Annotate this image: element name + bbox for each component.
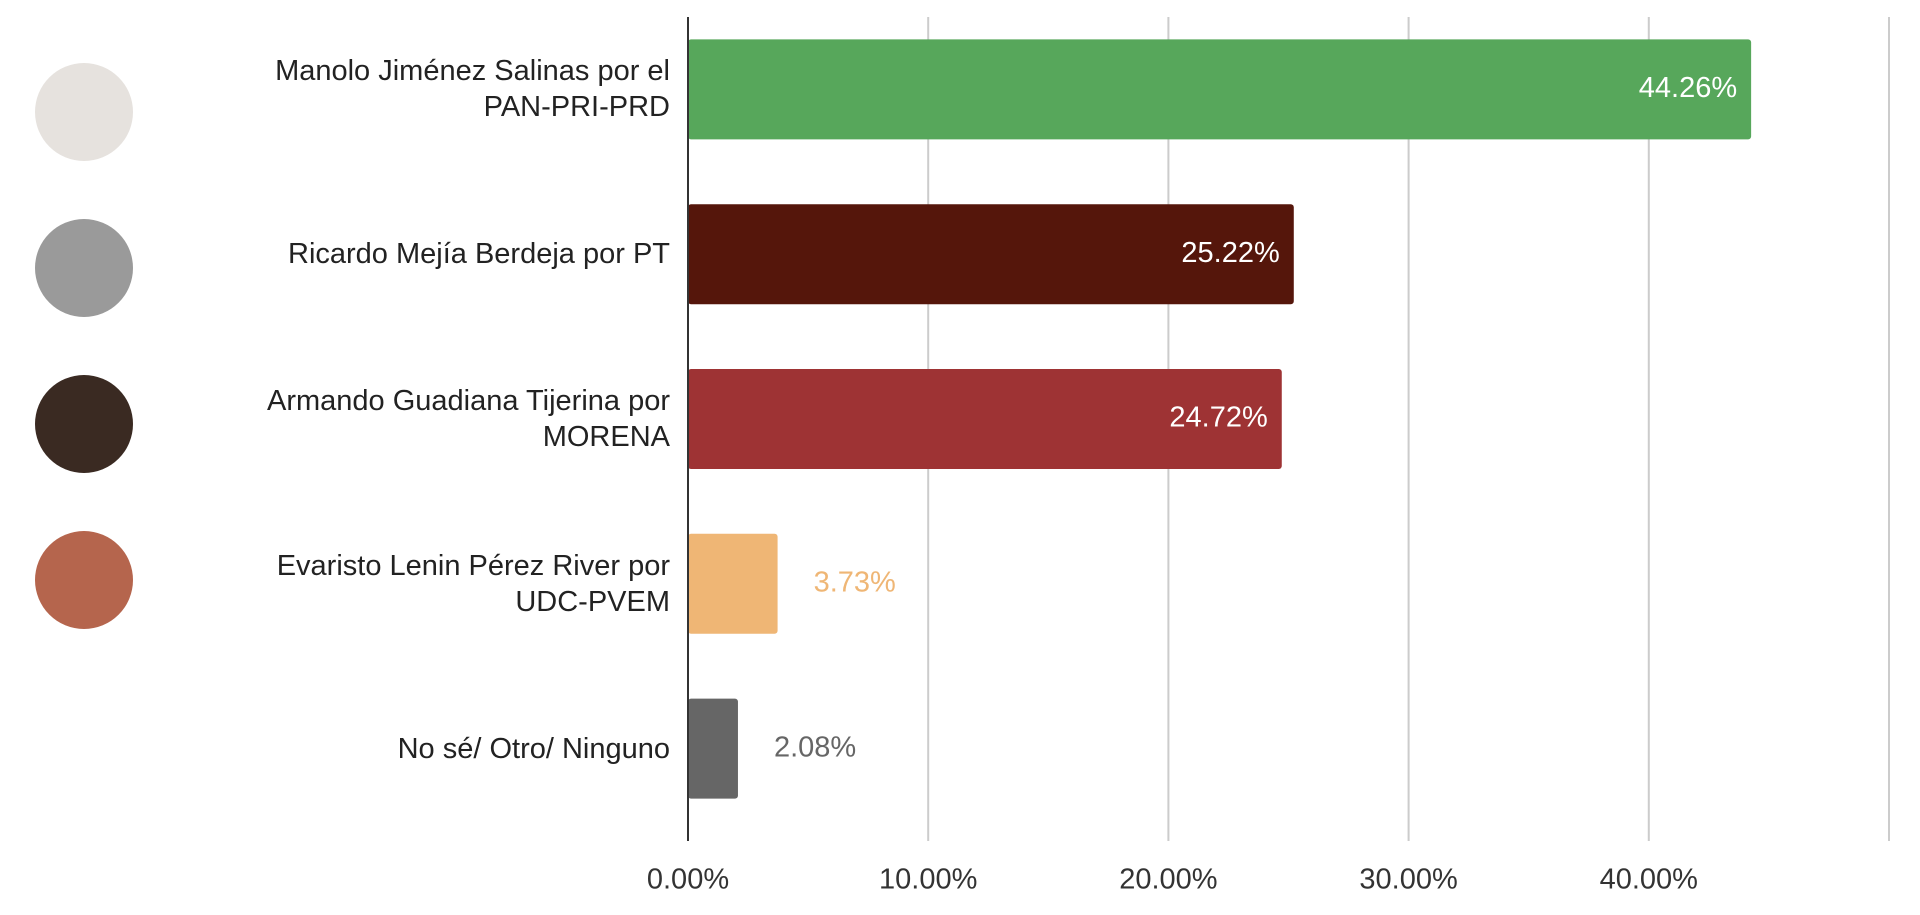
avatar [35,63,133,161]
x-tick-label: 30.00% [1359,864,1457,896]
value-label: 44.26% [1639,72,1737,104]
avatar [35,375,133,473]
x-tick-label: 40.00% [1600,864,1698,896]
value-label: 2.08% [774,731,856,763]
avatar [35,531,133,629]
bar [688,39,1752,140]
bar [688,533,778,634]
category-label: Ricardo Mejía Berdeja por PT [288,238,670,271]
x-tick-label: 10.00% [879,864,977,896]
value-label: 25.22% [1181,237,1279,269]
x-tick-label: 0.00% [647,864,729,896]
value-label: 24.72% [1169,402,1267,434]
avatars [35,63,133,629]
category-label: Evaristo Lenin Pérez River por UDC-PVEM [276,549,670,618]
bar [688,698,738,799]
category-label: Armando Guadiana Tijerina por MORENA [266,385,670,453]
bar [688,369,1282,469]
value-label: 3.73% [814,566,896,598]
category-label: Manolo Jiménez Salinas por el PAN-PRI-PR… [275,55,670,124]
bar [688,204,1294,305]
category-label: No sé/ Otro/ Ninguno [397,732,670,765]
x-tick-label: 20.00% [1119,864,1217,896]
avatar [35,219,133,317]
